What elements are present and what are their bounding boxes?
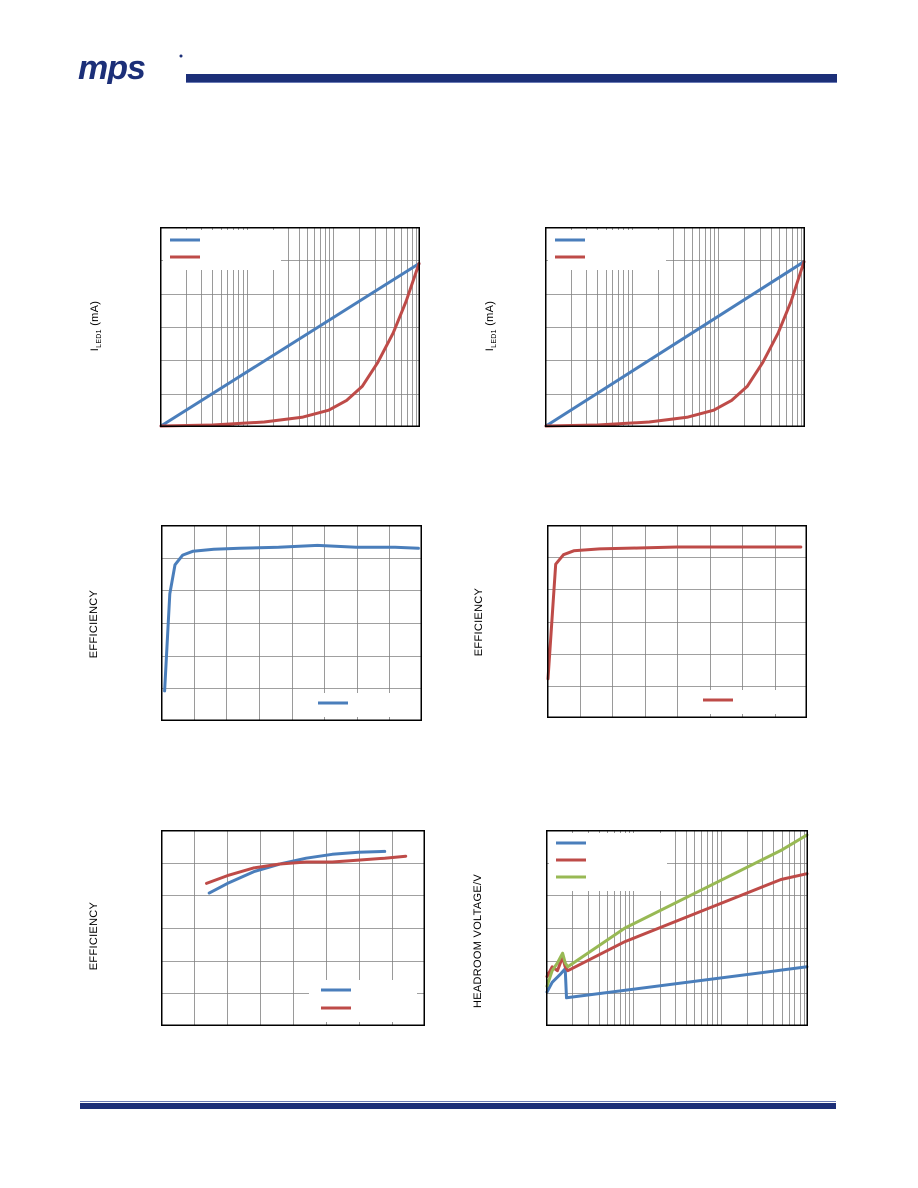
chart-3 [161,525,422,721]
y-axis-label-3: EFFICIENCY [88,589,100,659]
plot-frame [545,227,805,427]
svg-text:mps: mps [78,52,145,84]
legend-box [163,230,281,270]
mps-logo: mps [78,52,183,84]
grid [547,525,807,718]
legend [309,980,417,1022]
legend [306,693,414,717]
plot-frame [161,830,425,1026]
chart-1 [159,227,421,428]
plot-frame [160,227,420,427]
y-axis-label-1: ILED1 (mA) [88,300,104,352]
chart-5 [161,830,425,1026]
plot-frame [161,525,422,721]
series-line-2 [205,854,408,885]
legend-box [548,230,666,270]
plot-frame [547,525,807,718]
header-rule-thin [186,82,837,83]
series-line-1 [545,965,809,1000]
series-line-1 [207,849,387,895]
plot-area [161,525,422,721]
legend-box [306,693,414,717]
header-rule [186,74,837,82]
series-line-1 [544,260,806,428]
series-line-3 [545,833,809,988]
series-line-2 [159,262,421,428]
chart-6 [545,830,809,1026]
series-line-1 [159,262,421,428]
series-line-1 [546,545,803,681]
footer-rule [80,1103,836,1109]
y-axis-label-5: EFFICIENCY [88,901,100,971]
plot-frame [546,830,808,1026]
legend [163,230,281,270]
legend [548,230,666,270]
legend-box [691,690,799,714]
legend-box [309,980,417,1022]
series-line-1 [163,543,420,693]
legend [549,833,667,891]
chart-4 [546,525,807,718]
y-axis-label-6: HEADROOM VOLTAGE/V [472,874,484,1008]
grid [161,525,422,721]
plot-area [547,525,807,718]
y-axis-label-4: EFFICIENCY [473,587,485,657]
y-axis-label-2: ILED1 (mA) [483,300,499,352]
series-line-2 [544,260,806,428]
chart-2 [544,227,806,428]
footer-rule-thin [80,1101,836,1102]
legend [691,690,799,714]
